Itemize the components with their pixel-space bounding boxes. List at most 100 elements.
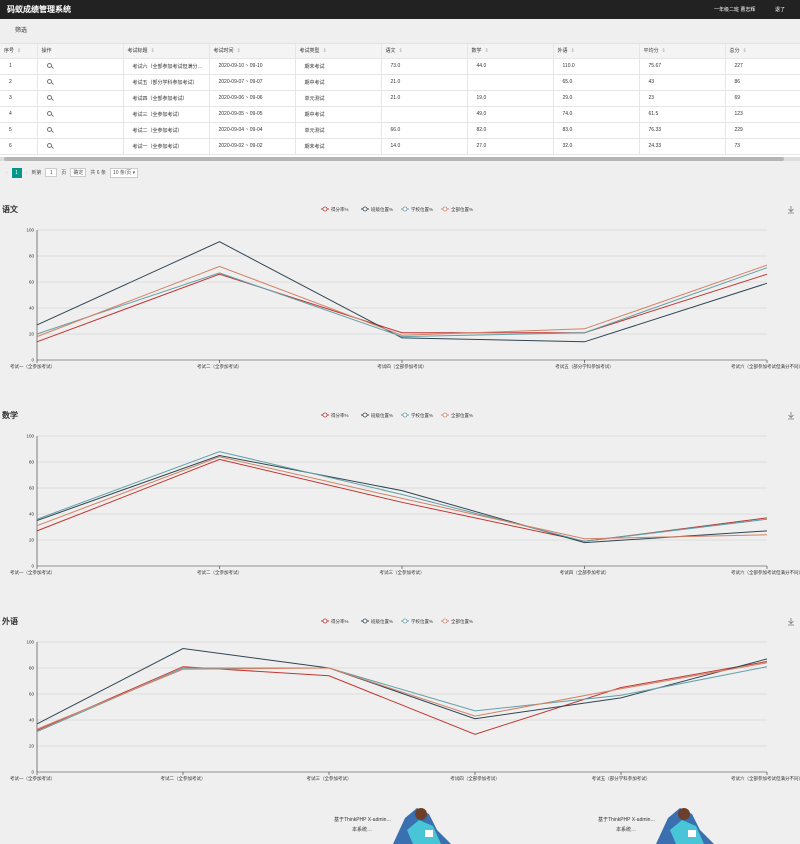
table-cell: 44.0 xyxy=(467,58,554,75)
sort-icon[interactable]: ⇕ xyxy=(150,48,155,55)
column-header-label: 总分 xyxy=(729,48,740,55)
table-row[interactable]: 4 考试三（全参加考试） 2020-09-05 ~ 09-05 期中考试 49.0 74.… xyxy=(0,106,800,123)
search-icon[interactable] xyxy=(46,126,52,132)
prev-page-button[interactable]: ‹ xyxy=(6,169,8,176)
column-header[interactable]: 外语 ⇕ xyxy=(553,44,640,59)
series-line[interactable] xyxy=(36,647,768,725)
legend-label: 班级位置% xyxy=(371,206,393,213)
series-line[interactable] xyxy=(36,458,768,542)
table-cell: 1 xyxy=(0,58,38,75)
horizontal-scrollbar[interactable] xyxy=(0,157,800,161)
series-line[interactable] xyxy=(36,456,768,540)
table-row[interactable]: 5 考试二（全参加考试） 2020-09-04 ~ 09-04 单元测试 66.0 82.… xyxy=(0,122,800,139)
logout-link[interactable]: 退了 xyxy=(775,7,786,13)
series-line[interactable] xyxy=(36,264,768,338)
sort-icon[interactable]: ⇕ xyxy=(398,48,403,55)
view-action[interactable] xyxy=(37,58,124,75)
series-line[interactable] xyxy=(36,241,768,343)
page-size-select[interactable]: 10 条/页 ▾ xyxy=(109,167,139,178)
sort-icon[interactable]: ⇕ xyxy=(236,48,241,55)
y-tick-label: 80 xyxy=(29,460,35,465)
search-icon[interactable] xyxy=(46,78,52,84)
download-icon[interactable] xyxy=(788,412,794,420)
legend-item[interactable]: 班级位置% xyxy=(361,412,393,419)
column-header[interactable]: 语文 ⇕ xyxy=(381,44,468,59)
view-action[interactable] xyxy=(37,106,124,123)
search-icon[interactable] xyxy=(46,110,52,116)
table-cell: 76.33 xyxy=(639,122,726,139)
search-icon[interactable] xyxy=(46,62,52,68)
chart-title: 外语 xyxy=(2,616,18,626)
x-tick-label: 考试六（全部参加考试但满分不同） xyxy=(731,775,800,782)
legend-label: 得分率% xyxy=(331,206,349,213)
table-row[interactable]: 3 考试四（全部参加考试） 2020-09-06 ~ 09-06 单元测试 21.0 19… xyxy=(0,90,800,107)
table-row[interactable]: 2 考试五（部分学科参加考试） 2020-09-07 ~ 09-07 期中考试 21.0… xyxy=(0,74,800,91)
legend-item[interactable]: 学校位置% xyxy=(401,412,433,419)
legend-item[interactable]: 得分率% xyxy=(321,206,349,213)
series-line[interactable] xyxy=(36,454,768,544)
current-page[interactable]: 1 xyxy=(11,167,22,178)
column-header[interactable]: 数学 ⇕ xyxy=(467,44,554,59)
sort-icon[interactable]: ⇕ xyxy=(322,48,327,55)
footer-notice-left: 基于ThinkPHP X-admin… xyxy=(334,817,392,823)
view-action[interactable] xyxy=(37,122,124,139)
goto-confirm-button[interactable]: 确定 xyxy=(70,168,87,177)
column-header[interactable]: 考试标题 ⇕ xyxy=(123,44,210,59)
legend-item[interactable]: 得分率% xyxy=(321,412,349,419)
series-line[interactable] xyxy=(36,662,768,730)
view-action[interactable] xyxy=(37,74,124,91)
table-cell: 69 xyxy=(725,90,800,107)
view-action[interactable] xyxy=(37,90,124,107)
filter-button[interactable]: 筛选 xyxy=(15,28,28,34)
legend-item[interactable]: 全部位置% xyxy=(441,412,473,419)
column-header[interactable]: 序号 ⇕ xyxy=(0,44,38,59)
legend-item[interactable]: 得分率% xyxy=(321,618,349,625)
series-line[interactable] xyxy=(36,267,768,338)
series-line[interactable] xyxy=(36,661,768,735)
column-header[interactable]: 考试类型 ⇕ xyxy=(295,44,382,59)
y-tick-label: 0 xyxy=(31,358,34,363)
series-line[interactable] xyxy=(36,451,768,542)
table-cell: 2020-09-02 ~ 09-02 xyxy=(209,138,296,155)
column-header[interactable]: 考试时间 ⇕ xyxy=(209,44,296,59)
search-icon[interactable] xyxy=(46,94,52,100)
download-icon[interactable] xyxy=(788,206,794,214)
y-tick-label: 100 xyxy=(26,228,34,233)
series-line[interactable] xyxy=(36,273,768,343)
user-info[interactable]: 一年级二班 曹志辉 xyxy=(714,7,756,13)
sort-icon[interactable]: ⇕ xyxy=(570,48,575,55)
goto-page-input[interactable]: 1 xyxy=(45,168,58,177)
column-header[interactable]: 总分 ⇕ xyxy=(725,44,800,59)
column-header[interactable]: 平均分 ⇕ xyxy=(639,44,726,59)
table-cell: 83.0 xyxy=(553,122,640,139)
legend-item[interactable]: 全部位置% xyxy=(441,206,473,213)
table-cell: 2020-09-07 ~ 09-07 xyxy=(209,74,296,91)
sort-icon[interactable]: ⇕ xyxy=(661,48,666,55)
legend-label: 学校位置% xyxy=(411,206,433,213)
sort-icon[interactable]: ⇕ xyxy=(17,48,22,55)
legend-item[interactable]: 班级位置% xyxy=(361,618,393,625)
scrollbar-thumb[interactable] xyxy=(4,157,784,161)
sort-icon[interactable]: ⇕ xyxy=(484,48,489,55)
sort-icon[interactable]: ⇕ xyxy=(742,48,747,55)
y-tick-label: 60 xyxy=(29,692,35,697)
table-cell: 14.0 xyxy=(381,138,468,155)
table-row[interactable]: 6 考试一（全参加考试） 2020-09-02 ~ 09-02 期末考试 14.0 27.… xyxy=(0,138,800,155)
column-header[interactable]: 操作 xyxy=(37,44,124,59)
download-icon[interactable] xyxy=(788,618,794,626)
legend-item[interactable]: 班级位置% xyxy=(361,206,393,213)
y-tick-label: 80 xyxy=(29,254,35,259)
table-row[interactable]: 1 考试六（全部参加考试但满分… 2020-09-10 ~ 09-10 期末考试 73.… xyxy=(0,58,800,75)
view-action[interactable] xyxy=(37,138,124,155)
legend-item[interactable]: 学校位置% xyxy=(401,618,433,625)
table-cell: 2020-09-04 ~ 09-04 xyxy=(209,122,296,139)
table-cell: 2 xyxy=(0,74,38,91)
legend-item[interactable]: 全部位置% xyxy=(441,618,473,625)
table-cell: 2020-09-10 ~ 09-10 xyxy=(209,58,296,75)
app-title[interactable]: 码蚁成绩管理系统 xyxy=(7,5,71,14)
legend-item[interactable]: 学校位置% xyxy=(401,206,433,213)
series-line[interactable] xyxy=(36,666,768,733)
search-icon[interactable] xyxy=(46,142,52,148)
next-page-button[interactable]: › xyxy=(25,169,28,176)
column-header-label: 操作 xyxy=(41,48,52,55)
